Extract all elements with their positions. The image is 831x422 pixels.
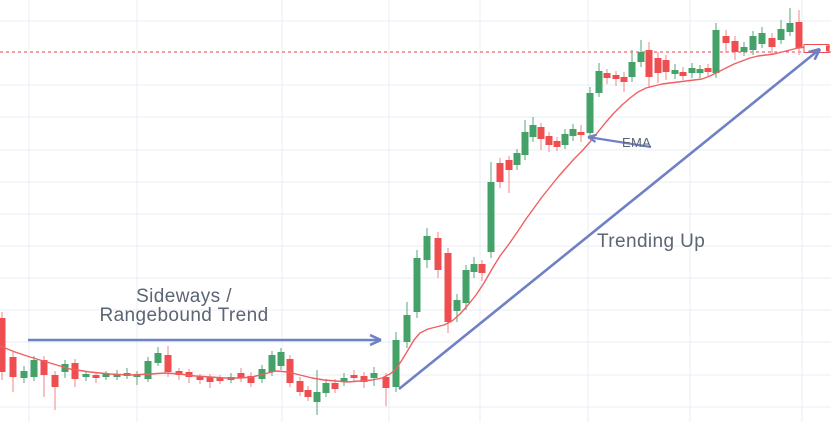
down-candle-body bbox=[237, 373, 245, 378]
ema-pointer-arrow-head bbox=[587, 133, 597, 139]
last-price-box-stub bbox=[826, 45, 830, 52]
down-candle-body bbox=[0, 318, 6, 372]
up-candle-body bbox=[786, 23, 794, 32]
down-candle-body bbox=[434, 238, 442, 270]
up-candle-body bbox=[628, 62, 636, 77]
up-candle-body bbox=[413, 258, 421, 312]
up-candle-body bbox=[403, 315, 411, 342]
down-candle-body bbox=[92, 375, 100, 378]
up-candle-body bbox=[637, 52, 645, 62]
down-candle-body bbox=[444, 253, 452, 322]
up-candle-body bbox=[696, 69, 704, 73]
down-candle-body bbox=[360, 376, 368, 382]
sideways-arrow-head bbox=[369, 338, 382, 347]
trending-up-label: Trending Up bbox=[597, 231, 706, 252]
down-candle-body bbox=[537, 127, 545, 139]
up-candle-body bbox=[487, 182, 495, 252]
down-candle-body bbox=[731, 41, 739, 52]
down-candle-body bbox=[40, 360, 48, 375]
up-candle-body bbox=[470, 264, 478, 272]
down-candle-body bbox=[704, 68, 712, 72]
up-candle-body bbox=[777, 29, 785, 40]
up-candle-body bbox=[102, 374, 110, 377]
up-candle-body bbox=[313, 392, 321, 402]
down-candle-body bbox=[768, 38, 776, 47]
up-candle-body bbox=[513, 153, 521, 165]
down-candle-body bbox=[478, 264, 486, 273]
trending-up-arrow-head bbox=[808, 47, 821, 54]
up-candle-body bbox=[688, 68, 696, 73]
up-candle-body bbox=[268, 355, 276, 372]
sideways-trend-label: Sideways / Rangebound Trend bbox=[64, 287, 304, 325]
down-candle-body bbox=[545, 136, 553, 145]
down-candle-body bbox=[247, 376, 255, 383]
up-candle-body bbox=[586, 93, 594, 133]
down-candle-body bbox=[164, 355, 172, 372]
up-candle-body bbox=[712, 30, 720, 73]
up-candle-body bbox=[595, 71, 603, 93]
down-candle-body bbox=[331, 383, 339, 389]
up-candle-body bbox=[154, 353, 162, 363]
up-candle-body bbox=[392, 340, 400, 387]
down-candle-body bbox=[51, 375, 59, 387]
up-candle-body bbox=[113, 374, 121, 377]
down-candle-body bbox=[654, 58, 662, 73]
ema-pointer-arrow bbox=[587, 135, 652, 149]
up-candle-body bbox=[521, 132, 529, 155]
up-candle-body bbox=[423, 236, 431, 260]
down-candle-body bbox=[795, 22, 803, 48]
ema-line bbox=[0, 45, 831, 383]
down-candle-body bbox=[216, 378, 224, 381]
up-candle-body bbox=[144, 361, 152, 379]
up-candle-body bbox=[322, 383, 330, 393]
down-candle-body bbox=[296, 381, 304, 392]
up-candle-body bbox=[277, 352, 285, 366]
trending-up-arrow-head bbox=[813, 48, 822, 61]
down-candle-body bbox=[612, 75, 620, 79]
sideways-trend-label-line2: Rangebound Trend bbox=[99, 305, 269, 326]
down-candle-body bbox=[722, 36, 730, 43]
up-candle-body bbox=[740, 47, 748, 52]
ema-pointer-arrow-head bbox=[587, 136, 597, 143]
down-candle-body bbox=[662, 60, 670, 72]
up-candle-body bbox=[569, 129, 577, 136]
down-candle-body bbox=[71, 363, 79, 379]
up-candle-body bbox=[749, 36, 757, 50]
up-candle-body bbox=[340, 378, 348, 382]
down-candle-body bbox=[206, 377, 214, 382]
down-candle-body bbox=[196, 377, 204, 380]
up-candle-body bbox=[30, 360, 38, 377]
down-candle-body bbox=[9, 357, 17, 377]
up-candle-body bbox=[82, 374, 90, 377]
down-candle-body bbox=[350, 375, 358, 378]
sideways-trend-label-line1: Sideways / bbox=[136, 286, 232, 307]
up-candle-body bbox=[561, 134, 569, 145]
down-candle-body bbox=[496, 163, 504, 182]
down-candle-body bbox=[603, 73, 611, 78]
down-candle-body bbox=[505, 160, 513, 170]
down-candle-body bbox=[620, 77, 628, 82]
up-candle-body bbox=[462, 270, 470, 303]
down-candle-body bbox=[553, 141, 561, 147]
down-candle-body bbox=[679, 72, 687, 76]
up-candle-body bbox=[133, 374, 141, 377]
up-candle-body bbox=[20, 371, 28, 378]
ema-label: EMA bbox=[622, 135, 652, 150]
down-candle-body bbox=[577, 132, 585, 135]
down-candle-body bbox=[286, 359, 294, 383]
up-candle-body bbox=[529, 125, 537, 137]
up-candle-body bbox=[370, 373, 378, 378]
down-candle-body bbox=[175, 371, 183, 375]
trending-up-arrow bbox=[398, 47, 821, 391]
down-candle-body bbox=[382, 377, 390, 388]
up-candle-body bbox=[671, 70, 679, 74]
sideways-arrow-head bbox=[369, 333, 382, 342]
up-candle-body bbox=[758, 33, 766, 44]
down-candle-body bbox=[304, 390, 312, 397]
up-candle-body bbox=[453, 300, 461, 311]
down-candle-body bbox=[645, 50, 653, 77]
